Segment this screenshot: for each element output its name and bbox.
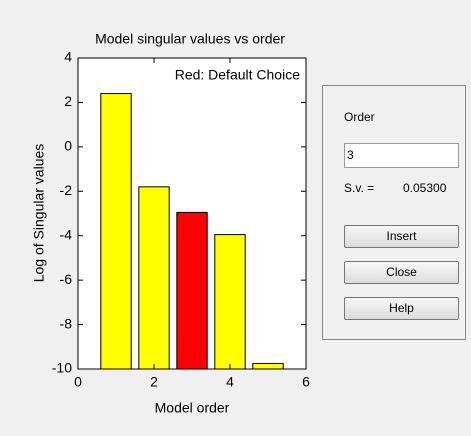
bar xyxy=(176,211,208,370)
bar xyxy=(138,186,170,370)
bar xyxy=(252,362,284,370)
x-axis-label: Model order xyxy=(155,400,230,416)
chart-title: Model singular values vs order xyxy=(95,31,285,47)
y-tick-label: -6 xyxy=(60,271,73,287)
order-input[interactable]: 3 xyxy=(344,143,459,168)
x-tick-label: 4 xyxy=(226,374,234,390)
x-tick-label: 0 xyxy=(74,374,82,390)
close-button[interactable]: Close xyxy=(344,261,459,284)
y-tick-label: -8 xyxy=(60,315,73,331)
x-tick-label: 2 xyxy=(150,374,158,390)
y-tick-label: 4 xyxy=(64,49,72,65)
x-tick-label: 6 xyxy=(302,374,310,390)
y-tick-label: 0 xyxy=(64,138,72,154)
help-button[interactable]: Help xyxy=(344,297,459,320)
bar xyxy=(100,93,132,370)
sv-value: 0.05300 xyxy=(403,181,447,195)
bar xyxy=(214,234,246,370)
chart: Model singular values vs order Red: Defa… xyxy=(31,31,310,416)
y-tick-label: -2 xyxy=(60,182,73,198)
y-tick-label: -4 xyxy=(60,226,73,242)
sv-label: S.v. = xyxy=(344,181,375,195)
annotation: Red: Default Choice xyxy=(175,67,301,83)
y-tick-label: -10 xyxy=(52,360,72,376)
y-axis-label: Log of Singular values xyxy=(31,144,47,283)
order-panel: Order 3 S.v. = 0.05300 Insert Close Help xyxy=(322,85,466,340)
order-label: Order xyxy=(344,110,375,124)
insert-button[interactable]: Insert xyxy=(344,225,459,248)
y-tick-label: 2 xyxy=(64,93,72,109)
